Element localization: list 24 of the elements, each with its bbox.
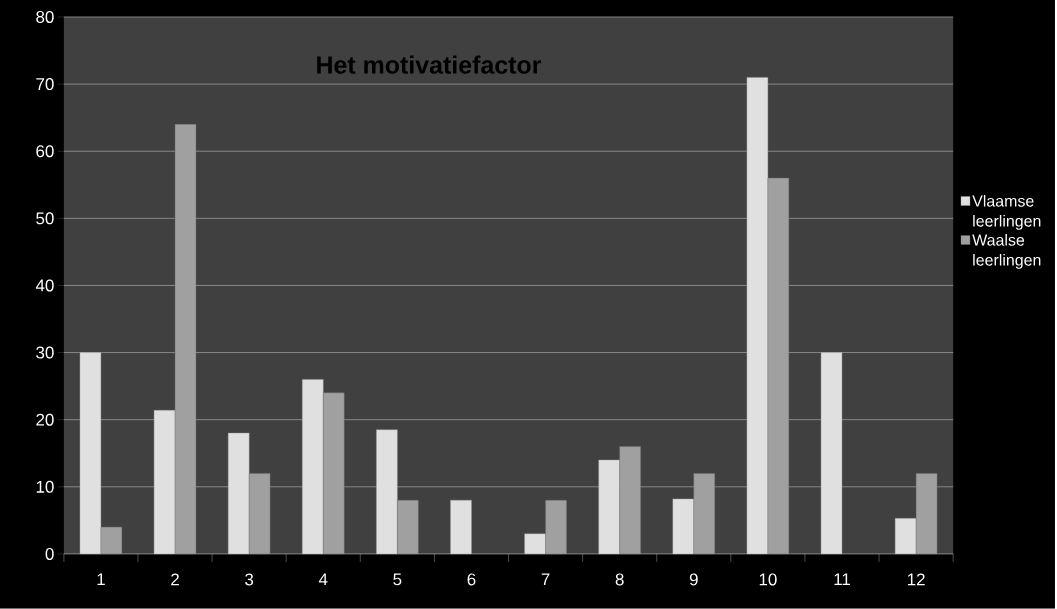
x-tick-label: 7	[541, 573, 550, 586]
y-tick-label: 50	[36, 212, 54, 225]
x-tick-label: 10	[759, 573, 777, 586]
y-tick-label: 10	[36, 480, 54, 493]
x-tick-label: 4	[318, 573, 328, 586]
x-tick-label: 8	[615, 573, 624, 586]
x-tick-label: 6	[467, 573, 476, 586]
y-tick-label: 30	[36, 346, 54, 359]
legend-label: Waalse leerlingen	[972, 234, 1041, 269]
x-tick-label: 2	[171, 573, 179, 586]
y-tick-label: 0	[45, 548, 54, 561]
y-tick-label: 60	[36, 145, 54, 158]
y-tick-label: 20	[36, 413, 54, 426]
legend-label: Vlaamse leerlingen	[972, 195, 1041, 230]
x-tick-label: 12	[907, 573, 925, 586]
x-tick-label: 3	[245, 573, 254, 586]
x-tick-label: 11	[834, 573, 850, 586]
text: Het motivatiefactor	[317, 55, 542, 74]
x-tick-label: 1	[97, 573, 105, 586]
y-tick-label: 40	[35, 279, 54, 292]
y-tick-label: 80	[36, 11, 54, 24]
x-tick-label: 5	[393, 573, 402, 586]
y-tick-label: 70	[36, 78, 54, 91]
x-tick-label: 9	[689, 573, 698, 586]
